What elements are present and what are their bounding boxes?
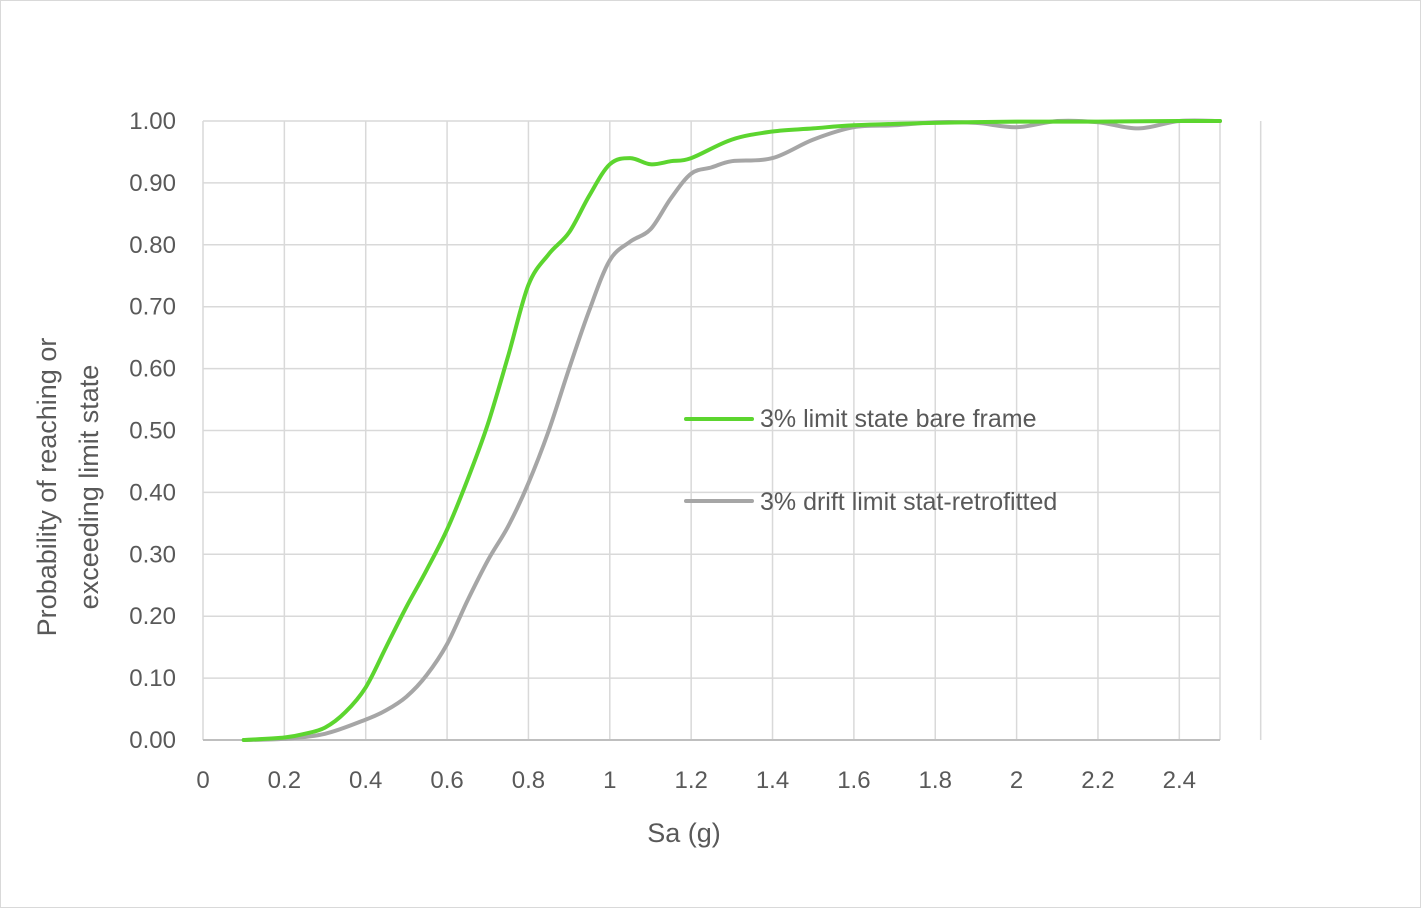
x-tick-label: 1.4 xyxy=(756,767,789,794)
series-lines xyxy=(241,118,1222,742)
y-tick-label: 0.90 xyxy=(129,170,176,197)
x-tick-label: 2.4 xyxy=(1163,767,1196,794)
y-tick-label: 0.60 xyxy=(129,356,176,383)
legend-label-bare-frame: 3% limit state bare frame xyxy=(760,405,1037,433)
series-line-bare-frame xyxy=(241,118,1222,742)
x-tick-label: 0.6 xyxy=(430,767,463,794)
series-line-retrofitted xyxy=(241,118,1222,742)
x-tick-label: 1.2 xyxy=(674,767,707,794)
y-tick-label: 0.20 xyxy=(129,603,176,630)
legend: 3% limit state bare frame 3% drift limit… xyxy=(684,405,1057,516)
x-tick-label: 0 xyxy=(196,767,209,794)
y-tick-label: 0.40 xyxy=(129,479,176,506)
y-tick-label: 0.50 xyxy=(129,418,176,445)
x-tick-label: 1.8 xyxy=(919,767,952,794)
x-axis-title: Sa (g) xyxy=(647,818,721,848)
y-tick-label: 0.30 xyxy=(129,541,176,568)
y-tick-label: 0.00 xyxy=(129,727,176,754)
y-axis-tick-labels: 0.00 0.10 0.20 0.30 0.40 0.50 0.60 0.70 0.80 0.90… xyxy=(129,108,176,754)
x-tick-label: 2 xyxy=(1010,767,1023,794)
y-tick-label: 0.80 xyxy=(129,232,176,259)
legend-item-retrofitted[interactable]: 3% drift limit stat-retrofitted xyxy=(684,488,1057,516)
x-tick-label: 2.2 xyxy=(1081,767,1114,794)
y-tick-label: 0.10 xyxy=(129,665,176,692)
x-tick-label: 0.2 xyxy=(268,767,301,794)
y-axis-title-line-1: Probability of reaching or xyxy=(32,338,62,637)
legend-item-bare-frame[interactable]: 3% limit state bare frame xyxy=(684,405,1037,433)
x-tick-label: 0.8 xyxy=(512,767,545,794)
y-tick-label: 1.00 xyxy=(129,108,176,135)
x-tick-label: 1 xyxy=(603,767,616,794)
x-axis-tick-labels: 0 0.2 0.4 0.6 0.8 1 1.2 1.4 1.6 1.8 2 2.2 2.4 xyxy=(196,767,1196,794)
horizontal-gridlines xyxy=(203,120,1220,741)
y-axis-title-line-2: exceeding limit state xyxy=(74,365,104,610)
y-tick-label: 0.70 xyxy=(129,294,176,321)
legend-label-retrofitted: 3% drift limit stat-retrofitted xyxy=(760,488,1057,516)
x-tick-label: 1.6 xyxy=(837,767,870,794)
y-axis-title: Probability of reaching or exceeding lim… xyxy=(32,338,104,637)
x-tick-label: 0.4 xyxy=(349,767,382,794)
